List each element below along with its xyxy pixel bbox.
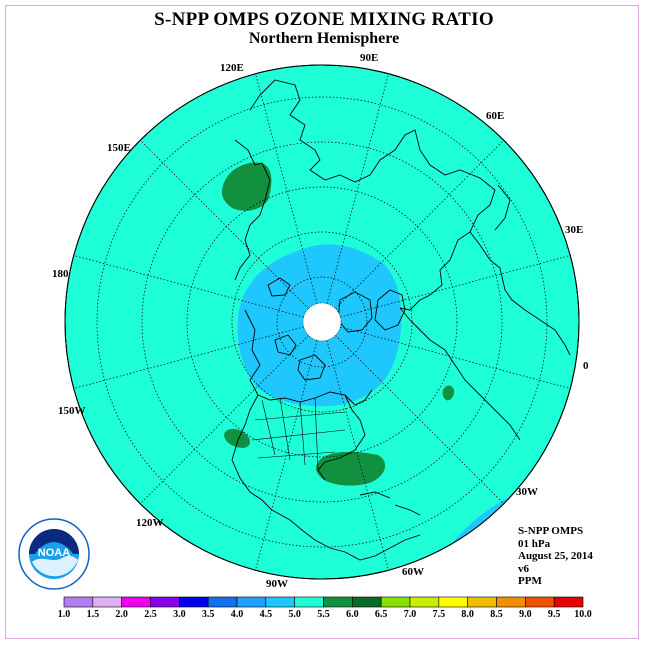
color-bar-tick-label: 9.5 [547, 609, 561, 620]
meridian-line [255, 340, 318, 571]
info-block: S-NPP OMPS 01 hPa August 25, 2014 v6 PPM [518, 525, 593, 588]
lon-label-120w: 120W [136, 517, 164, 529]
color-bar-tick-label: 4.5 [259, 609, 273, 620]
lon-label-60e: 60E [486, 110, 505, 122]
meridian-line [326, 73, 389, 304]
logo-text: NOAA [38, 547, 70, 559]
coastlines [231, 79, 571, 561]
color-bar-tick-label: 3.0 [173, 609, 186, 620]
lon-label-0: 0 [583, 360, 589, 372]
color-bar-tick-label: 6.5 [374, 609, 388, 620]
color-bar-tick-label: 4.0 [230, 609, 244, 620]
color-bar-tick-label: 7.0 [403, 609, 417, 620]
map-subtitle: Northern Hemisphere [248, 30, 400, 47]
color-bar-tick-label: 3.5 [201, 609, 215, 620]
color-bar-tick-label: 1.0 [57, 609, 71, 620]
color-bar-tick-label: 1.5 [86, 609, 100, 620]
meridian-lines [73, 73, 571, 571]
meridian-line [335, 335, 504, 504]
info-level: 01 hPa [518, 537, 551, 550]
lon-label-90w: 90W [266, 578, 288, 590]
meridian-line [340, 326, 571, 389]
lon-label-30w: 30W [516, 486, 538, 498]
lon-label-90e: 90E [360, 52, 379, 64]
figure-frame [5, 5, 639, 639]
high-patch-siberia [221, 162, 272, 211]
info-units: PPM [518, 575, 542, 587]
meridian-line [140, 335, 309, 504]
meridian-line [73, 326, 304, 389]
color-bar-tick-label: 7.5 [432, 609, 446, 620]
info-date: August 25, 2014 [518, 550, 593, 562]
noaa-logo: NOAA [18, 518, 90, 590]
no-data-cap [302, 302, 342, 342]
color-bar-tick-label: 8.5 [490, 609, 503, 620]
color-bar-tick-label: 6.0 [346, 609, 359, 620]
high-patch-pacific [224, 428, 250, 448]
color-bar-tick-label: 8.0 [461, 609, 474, 620]
meridian-line [326, 340, 389, 571]
lon-label-180: 180 [52, 268, 69, 280]
lon-label-150w: 150W [58, 405, 86, 417]
color-bar-tick-label: 2.0 [115, 609, 128, 620]
meridian-line [255, 73, 318, 304]
meridian-line [73, 255, 304, 318]
lon-label-30e: 30E [565, 224, 584, 236]
high-patch-atlantic [316, 451, 386, 486]
lon-label-120e: 120E [220, 62, 244, 74]
color-bar-tick-label: 10.0 [574, 609, 592, 620]
color-bar-tick-label: 9.0 [519, 609, 532, 620]
lon-label-60w: 60W [402, 566, 424, 578]
meridian-line [335, 140, 504, 309]
us-state-lines [251, 397, 346, 471]
lon-label-150e: 150E [107, 142, 131, 154]
high-patch-europe [442, 385, 455, 401]
info-instrument: S-NPP OMPS [518, 525, 584, 537]
meridian-line [340, 255, 571, 318]
map-title: S-NPP OMPS OZONE MIXING RATIO [154, 9, 494, 30]
color-bar-tick-label: 5.0 [288, 609, 301, 620]
color-bar-tick-label: 2.5 [144, 609, 157, 620]
meridian-line [140, 140, 309, 309]
info-version: v6 [518, 562, 529, 575]
color-bar-tick-label: 5.5 [317, 609, 330, 620]
